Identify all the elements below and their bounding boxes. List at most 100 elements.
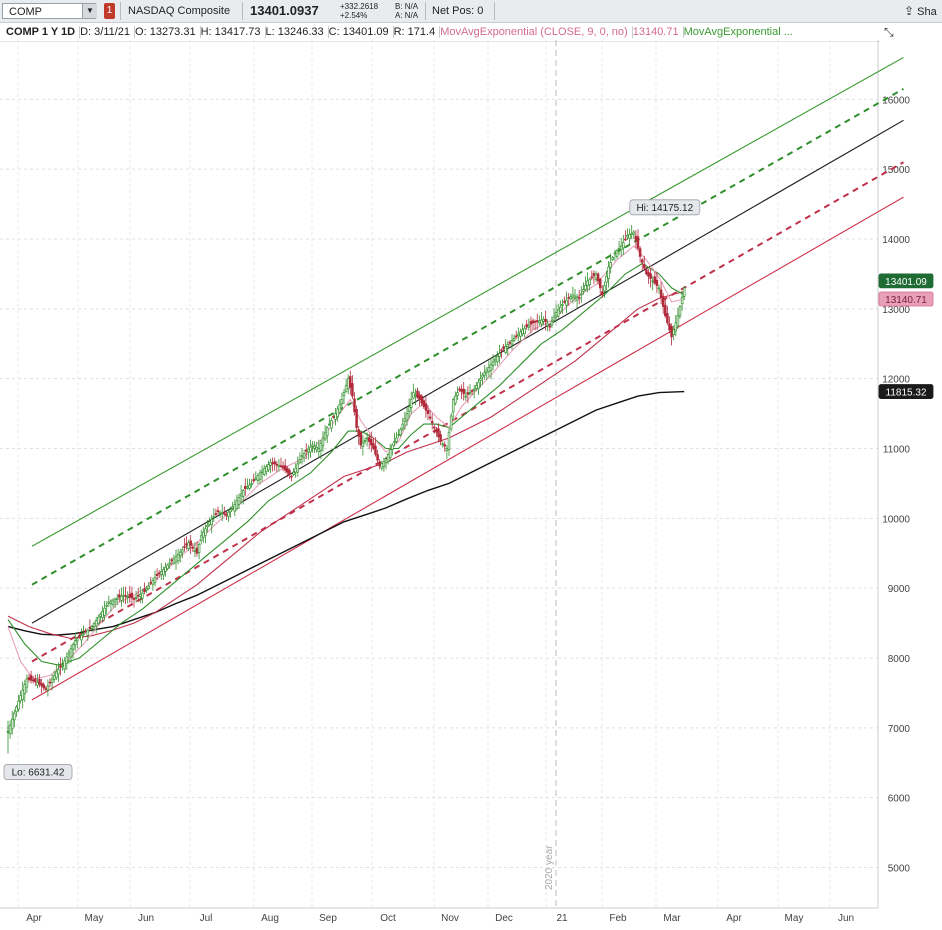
candle-body <box>407 406 411 412</box>
candle-body <box>517 333 520 337</box>
price-tag-label: 13140.71 <box>885 295 927 306</box>
candle-body <box>328 423 331 426</box>
price-tag-label: 13401.09 <box>885 277 927 288</box>
candle-body <box>252 479 255 482</box>
link-badge[interactable]: 1 <box>104 3 115 19</box>
candle-body <box>27 677 31 681</box>
candle-body <box>609 261 612 268</box>
share-button[interactable]: ⇪ Sha <box>904 3 942 19</box>
time-tick-label: Feb <box>609 913 627 924</box>
candle-body <box>643 264 646 269</box>
candle-body <box>529 321 533 325</box>
time-tick-label: Oct <box>380 913 396 924</box>
candle-body <box>118 594 121 598</box>
candle-body <box>8 724 12 734</box>
ema50-line <box>7 290 685 640</box>
candle-body <box>97 617 100 624</box>
high-label-bg <box>629 199 701 216</box>
candle-body <box>233 504 237 512</box>
candle-body <box>120 595 123 601</box>
candle-body <box>61 664 64 667</box>
candle-body <box>342 392 346 397</box>
study-ema-label[interactable]: MovAvgExponential ... <box>683 26 793 38</box>
candle-body <box>594 273 598 280</box>
candle-body <box>19 695 22 702</box>
candle-body <box>479 378 482 381</box>
candle-body <box>80 634 83 641</box>
time-axis[interactable]: Apr May Jun Jul Aug Sep Oct Nov Dec 21 Feb Mar Apr Ma… <box>26 913 854 924</box>
time-tick-label: Nov <box>441 913 459 924</box>
candle-body <box>172 558 176 564</box>
time-tick-label: Mar <box>663 913 681 924</box>
candle-body <box>307 448 310 453</box>
candle-body <box>239 493 243 497</box>
candle-body <box>283 465 287 471</box>
candle-body <box>592 273 596 277</box>
time-tick-label: Dec <box>495 913 513 924</box>
candle-body <box>584 284 587 290</box>
candle-body <box>25 678 29 688</box>
expand-icon[interactable]: ⤡ <box>884 25 894 39</box>
candle-body <box>90 626 94 629</box>
candle-body <box>323 432 327 440</box>
candle-body <box>193 550 197 552</box>
candle-body <box>218 511 222 514</box>
candle-body <box>498 353 501 357</box>
sma200-line <box>7 390 685 636</box>
candle-body <box>460 388 463 392</box>
candle-body <box>409 399 413 408</box>
candle-body <box>504 346 507 354</box>
candle-body <box>598 278 602 289</box>
candle-body <box>428 416 432 419</box>
candle-body <box>559 306 562 313</box>
ema20-line <box>7 262 685 666</box>
candle-body <box>367 437 371 442</box>
candle-body <box>220 512 224 515</box>
study-ema9-label[interactable]: MovAvgExponential (CLOSE, 9, 0, no) <box>440 26 628 38</box>
price-tags: 13401.09 13140.71 11815.32 <box>878 273 934 399</box>
candle-body <box>241 490 245 498</box>
candle-body <box>382 460 386 467</box>
candle-body <box>395 437 398 442</box>
candle-body <box>533 321 537 323</box>
candle-body <box>143 588 146 593</box>
candle-body <box>374 445 377 455</box>
candle-body <box>155 573 159 576</box>
candle-body <box>622 242 625 249</box>
candle-body <box>86 629 90 636</box>
candle-body <box>147 585 150 589</box>
candle-body <box>103 607 106 616</box>
candle-body <box>519 331 522 337</box>
candle-body <box>674 322 678 332</box>
candle-body <box>634 235 638 241</box>
candle-body <box>183 546 186 548</box>
symbol-input[interactable]: COMP <box>2 3 96 19</box>
candle-body <box>176 554 180 562</box>
candle-body <box>15 706 18 713</box>
candle-body <box>355 409 358 428</box>
candle-body <box>422 400 426 407</box>
candle-body <box>107 601 111 604</box>
candle-body <box>445 448 449 451</box>
candle-body <box>216 510 220 513</box>
candle-body <box>76 638 79 642</box>
candle-body <box>151 580 155 585</box>
candle-body <box>267 464 270 471</box>
candle-body <box>554 311 558 317</box>
candle-body <box>206 524 209 528</box>
candle-body <box>666 313 669 324</box>
instrument-name: NASDAQ Composite <box>128 5 231 17</box>
candle-body <box>680 296 684 305</box>
candle-body <box>514 335 518 338</box>
chevron-down-icon[interactable]: ▼ <box>82 4 97 18</box>
candle-body <box>288 469 291 475</box>
candle-body <box>149 581 153 584</box>
candle-body <box>208 521 211 525</box>
candle-body <box>59 665 62 668</box>
price-axis: 5000 6000 7000 8000 9000 10000 11000 12000 13000… <box>882 95 910 874</box>
candle-body <box>470 390 474 392</box>
candle-body <box>319 442 323 451</box>
candle-body <box>523 328 526 335</box>
candle-body <box>260 470 264 474</box>
